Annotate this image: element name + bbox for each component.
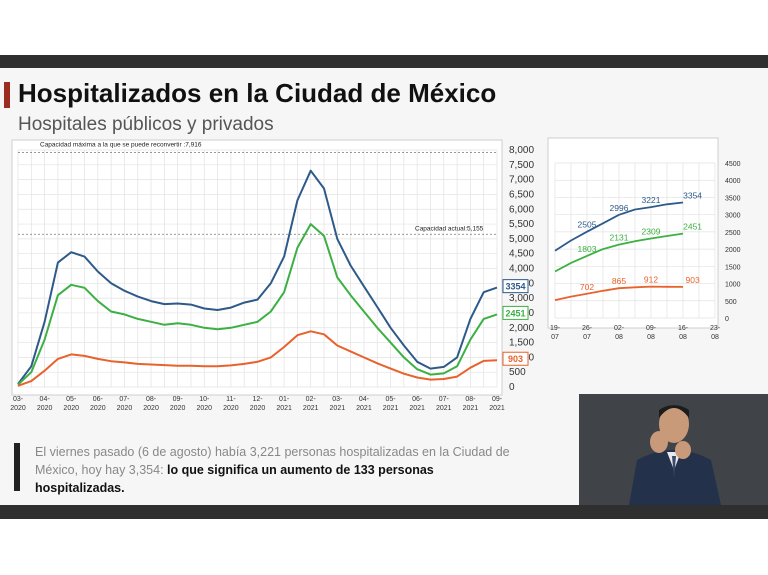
main-end-label-box: [502, 279, 529, 294]
inset-x-tick-label: 16-08: [678, 325, 689, 341]
inset-data-label: 702: [580, 282, 594, 292]
main-series-line-0: [17, 169, 498, 385]
main-end-label: 3354: [505, 282, 525, 292]
inset-data-label: 2996: [610, 203, 629, 213]
main-x-tick-label: 11-2020: [223, 396, 239, 412]
main-x-tick-label: 10-2020: [196, 396, 212, 412]
main-reference-label-current: Capacidad actual:5,155: [415, 225, 484, 232]
main-x-tick-label: 05-2021: [383, 396, 399, 412]
video-bottom-band: [0, 505, 768, 519]
main-y-tick-label: 5,500: [509, 219, 534, 230]
main-x-tick-label: 04-2020: [37, 396, 53, 412]
main-y-tick-label: 500: [509, 367, 526, 378]
main-x-tick-label: 06-2020: [90, 396, 106, 412]
main-y-tick-label: 0: [509, 382, 515, 393]
inset-data-label: 3354: [683, 190, 702, 200]
inset-series-line-2: [554, 285, 684, 301]
sign-language-interpreter: [579, 394, 768, 505]
inset-x-tick-label: 26-07: [582, 325, 593, 341]
inset-y-tick-label: 0: [725, 316, 729, 323]
main-y-tick-label: 4,500: [509, 249, 534, 260]
main-x-tick-label: 09-2021: [489, 396, 505, 412]
inset-data-label: 865: [612, 276, 626, 286]
main-x-tick-label: 08-2020: [143, 396, 159, 412]
inset-y-tick-label: 1500: [725, 264, 741, 271]
inset-data-label: 2505: [578, 220, 597, 230]
summary-note: El viernes pasado (6 de agosto) había 3,…: [35, 443, 525, 497]
main-end-label: 903: [508, 354, 523, 364]
inset-y-tick-label: 3000: [725, 213, 741, 220]
main-end-label-box: [502, 351, 529, 366]
main-y-tick-label: 1,500: [509, 338, 534, 349]
inset-x-tick-label: 19-07: [550, 325, 561, 341]
main-y-tick-label: 5,000: [509, 234, 534, 245]
main-x-tick-label: 04-2021: [356, 396, 372, 412]
video-top-band: [0, 55, 768, 68]
inset-y-tick-label: 500: [725, 299, 737, 306]
main-reference-label-max: Capacidad máxima a la que se puede recon…: [40, 141, 202, 148]
inset-y-tick-label: 2000: [725, 247, 741, 254]
main-series-line-1: [17, 223, 498, 386]
inset-y-tick-label: 1000: [725, 282, 741, 289]
main-line-chart: 8,000 7,500 7,000 6,500 6,000 5,500 5,000 4,500…: [10, 137, 741, 412]
inset-x-tick-label: 09-08: [646, 325, 657, 341]
main-series-line-2: [17, 330, 498, 387]
inset-x-tick-label: 02-08: [614, 325, 625, 341]
inset-y-tick-label: 4500: [725, 161, 741, 168]
main-end-label: 2451: [505, 308, 525, 318]
slide-subtitle: Hospitales públicos y privados: [18, 114, 274, 135]
main-x-tick-label: 09-2020: [170, 396, 186, 412]
main-x-tick-label: 05-2020: [63, 396, 79, 412]
inset-data-label: 903: [686, 275, 700, 285]
inset-data-label: 1803: [578, 244, 597, 254]
interpreter-figure-icon: [579, 394, 768, 505]
main-y-tick-label: 7,500: [509, 160, 534, 171]
main-y-tick-label: 7,000: [509, 175, 534, 186]
presentation-slide: Hospitalizados en la Ciudad de México Ho…: [0, 68, 768, 505]
main-y-tick-label: 2,000: [509, 323, 534, 334]
main-x-tick-label: 08-2021: [463, 396, 479, 412]
note-accent-bar: [14, 443, 20, 491]
main-x-tick-label: 07-2020: [117, 396, 133, 412]
inset-series-line-1: [554, 232, 684, 273]
inset-x-tick-label: 23-08: [710, 325, 721, 341]
main-end-label-box: [502, 305, 529, 320]
main-x-tick-label: 02-2021: [303, 396, 319, 412]
main-y-tick-label: 3,000: [509, 293, 534, 304]
main-x-tick-label: 12-2020: [250, 396, 266, 412]
main-y-tick-label: 6,500: [509, 189, 534, 200]
inset-data-label: 912: [644, 275, 658, 285]
main-x-tick-label: 03-2020: [10, 396, 26, 412]
main-y-tick-label: 4,000: [509, 264, 534, 275]
inset-frame: [547, 137, 719, 329]
inset-series-line-0: [554, 201, 684, 252]
main-y-tick-label: 6,000: [509, 204, 534, 215]
inset-y-tick-label: 2500: [725, 230, 741, 237]
main-x-tick-label: 01-2021: [276, 396, 292, 412]
slide-title: Hospitalizados en la Ciudad de México: [18, 78, 497, 108]
main-x-tick-label: 07-2021: [436, 396, 452, 412]
title-accent-bar: [4, 82, 10, 108]
inset-data-label: 2131: [610, 233, 629, 243]
inset-data-label: 2309: [642, 226, 661, 236]
main-y-tick-label: 8,000: [509, 145, 534, 156]
inset-data-label: 3221: [642, 195, 661, 205]
main-x-tick-label: 06-2021: [409, 396, 425, 412]
inset-y-tick-label: 4000: [725, 178, 741, 185]
note-bold-text: lo que significa un aumento de 133 perso…: [35, 463, 434, 495]
main-x-tick-label: 03-2021: [330, 396, 346, 412]
note-plain-text: El viernes pasado (6 de agosto) había 3,…: [35, 445, 510, 477]
inset-data-label: 2451: [683, 222, 702, 232]
inset-y-tick-label: 3500: [725, 195, 741, 202]
